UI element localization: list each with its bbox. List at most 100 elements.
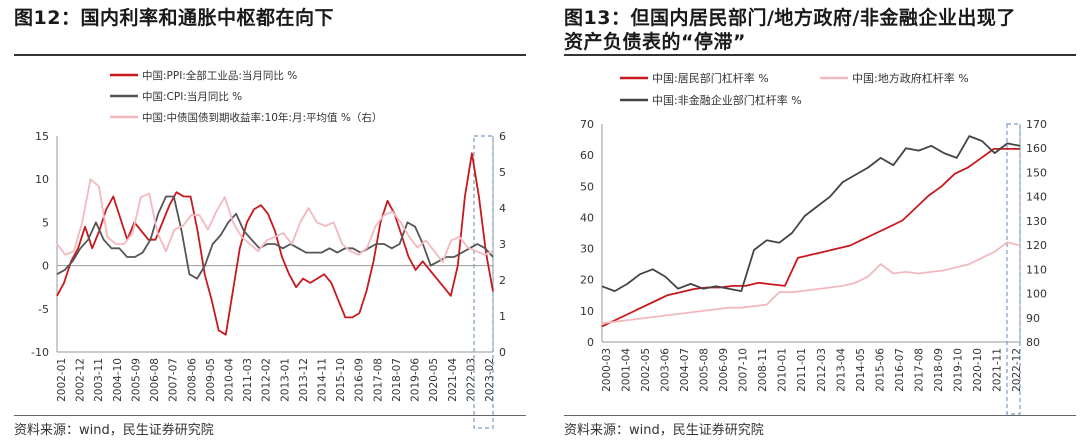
left-xtick-4: 2005-09 [130, 358, 142, 402]
right-ytick-right-6: 110 [1026, 263, 1047, 276]
right-bottom-rule [564, 415, 1076, 416]
right-xtick-20: 2021-11 [991, 348, 1003, 392]
left-xtick-6: 2007-07 [168, 358, 180, 402]
left-ytick-left-1: 10 [35, 173, 49, 186]
right-xtick-6: 2006-09 [718, 348, 730, 392]
left-ytick-left-2: 5 [42, 216, 49, 229]
left-ytick-left-3: 0 [42, 260, 49, 273]
left-ytick-right-3: 3 [499, 238, 506, 251]
left-xtick-18: 2018-07 [391, 358, 403, 402]
right-ytick-left-6: 10 [580, 305, 594, 318]
right-ytick-right-5: 120 [1026, 239, 1047, 252]
left-xtick-19: 2019-06 [410, 358, 422, 402]
left-ytick-left-5: -10 [31, 346, 49, 359]
right-ytick-left-7: 0 [587, 336, 594, 349]
right-xtick-2: 2002-05 [640, 348, 652, 392]
right-ytick-right-8: 90 [1026, 312, 1040, 325]
right-xtick-17: 2018-09 [933, 348, 945, 392]
right-xtick-4: 2004-07 [679, 348, 691, 392]
right-xtick-7: 2007-10 [738, 348, 750, 392]
right-ytick-right-0: 170 [1026, 118, 1047, 131]
left-xtick-10: 2011-03 [242, 358, 254, 402]
right-xtick-15: 2016-07 [894, 348, 906, 392]
right-xtick-9: 2010-01 [777, 348, 789, 392]
left-legend-label-2: 中国:中债国债到期收益率:10年:月:平均值 %（右） [142, 111, 382, 124]
right-ytick-right-4: 130 [1026, 215, 1047, 228]
left-ytick-right-5: 1 [499, 310, 506, 323]
right-xtick-8: 2008-11 [757, 348, 769, 392]
left-ytick-right-2: 4 [499, 202, 506, 215]
right-ytick-right-2: 150 [1026, 166, 1047, 179]
left-source-note: 资料来源：wind，民生证券研究院 [14, 423, 214, 438]
right-ytick-left-5: 20 [580, 274, 594, 287]
right-ytick-left-0: 70 [580, 118, 594, 131]
right-legend-label-1: 中国:地方政府杠杆率 % [852, 71, 969, 85]
right-line-chart: 7060504030201001701601501401301201101009… [580, 71, 1047, 415]
left-series-line-0 [56, 152, 494, 336]
right-ytick-right-3: 140 [1026, 191, 1047, 204]
left-xtick-2: 2003-11 [93, 358, 105, 402]
right-ytick-left-1: 60 [580, 149, 594, 162]
left-xtick-7: 2008-06 [186, 358, 198, 402]
right-series-line-2 [601, 135, 1021, 293]
left-xtick-8: 2009-05 [205, 358, 217, 402]
right-series-line-1 [601, 241, 1021, 325]
right-xtick-11: 2012-03 [816, 348, 828, 392]
left-series-line-2 [56, 178, 494, 263]
left-xtick-21: 2021-04 [447, 358, 459, 402]
left-xtick-15: 2015-10 [335, 358, 347, 402]
left-ytick-left-0: 15 [35, 130, 49, 143]
left-title-rule [14, 54, 526, 56]
right-ytick-right-1: 160 [1026, 142, 1047, 155]
left-ytick-right-1: 5 [499, 166, 506, 179]
right-xtick-18: 2019-10 [952, 348, 964, 392]
right-xtick-5: 2005-08 [699, 348, 711, 392]
left-bottom-rule [14, 415, 526, 416]
left-xtick-14: 2014-11 [317, 358, 329, 402]
right-ytick-left-2: 50 [580, 180, 594, 193]
left-xtick-22: 2022-03 [465, 358, 477, 402]
left-ytick-left-4: -5 [38, 303, 49, 316]
left-ytick-right-4: 2 [499, 274, 506, 287]
right-series-line-0 [601, 148, 1020, 328]
right-xtick-19: 2020-10 [972, 348, 984, 392]
right-xtick-3: 2003-06 [660, 348, 672, 392]
right-title-line1: 图13：但国内居民部门/地方政府/非金融企业出现了 [564, 7, 1016, 29]
right-legend-label-2: 中国:非金融企业部门杠杆率 % [652, 93, 802, 107]
right-xtick-13: 2014-05 [855, 348, 867, 392]
left-xtick-0: 2002-01 [56, 358, 68, 402]
right-xtick-14: 2015-06 [874, 348, 886, 392]
right-xtick-12: 2013-04 [835, 348, 847, 392]
left-series-line-1 [56, 195, 494, 280]
left-xtick-13: 2013-12 [298, 358, 310, 402]
left-xtick-16: 2016-09 [354, 358, 366, 402]
right-xtick-21: 2022-12 [1011, 348, 1023, 392]
left-xtick-3: 2004-10 [112, 358, 124, 402]
left-xtick-5: 2006-08 [149, 358, 161, 402]
left-xtick-17: 2017-08 [372, 358, 384, 402]
right-ytick-left-3: 40 [580, 211, 594, 224]
right-xtick-1: 2001-04 [621, 348, 633, 392]
right-xtick-0: 2000-03 [601, 348, 613, 392]
left-panel: 图12：国内利率和通胀中枢都在向下 15 10 5 0 -5 -10 6 5 4 3 2 1 0 2002… [0, 0, 530, 442]
left-xtick-23: 2023-02 [484, 358, 496, 402]
left-xtick-11: 2012-02 [261, 358, 273, 402]
right-title-rule [564, 54, 1076, 56]
left-highlight-box [473, 135, 494, 429]
left-xtick-12: 2013-01 [279, 358, 291, 402]
right-chart-title: 图13：但国内居民部门/地方政府/非金融企业出现了 资产负债表的“停滞” [564, 6, 1016, 54]
left-legend-label-1: 中国:CPI:当月同比 % [142, 90, 242, 103]
right-source-note: 资料来源：wind，民生证券研究院 [564, 423, 764, 438]
right-ytick-left-4: 30 [580, 243, 594, 256]
right-xtick-10: 2011-01 [796, 348, 808, 392]
left-xtick-9: 2010-04 [223, 358, 235, 402]
left-ytick-right-0: 6 [499, 130, 506, 143]
right-title-line2: 资产负债表的“停滞” [564, 31, 746, 53]
right-xtick-16: 2017-08 [913, 348, 925, 392]
left-xtick-1: 2002-12 [75, 358, 87, 402]
right-panel: 图13：但国内居民部门/地方政府/非金融企业出现了 资产负债表的“停滞” 70 6… [550, 0, 1080, 442]
right-legend-label-0: 中国:居民部门杠杆率 % [652, 71, 769, 85]
left-xtick-20: 2020-05 [428, 358, 440, 402]
left-chart-title: 图12：国内利率和通胀中枢都在向下 [14, 7, 334, 29]
